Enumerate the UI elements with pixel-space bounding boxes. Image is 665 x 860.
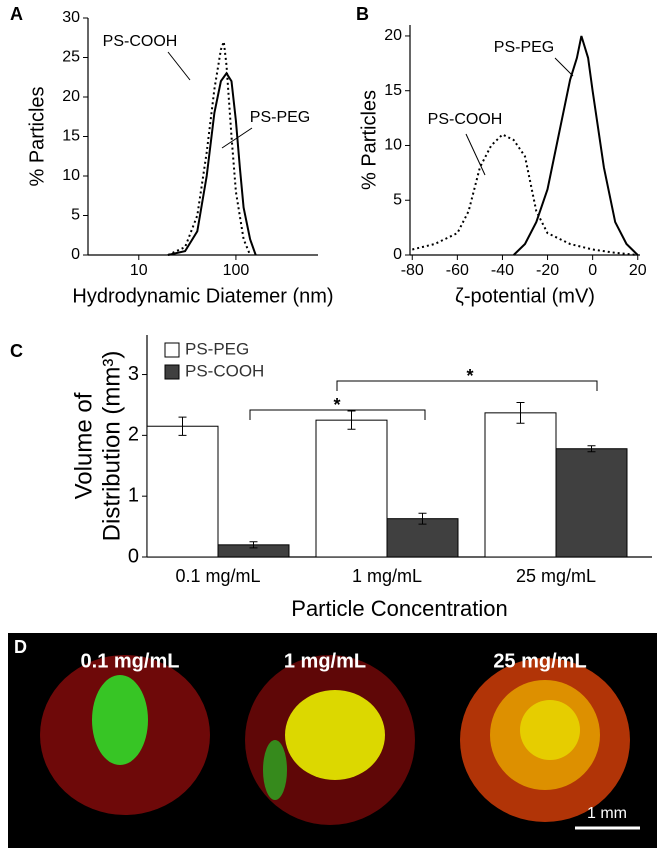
x-tick-label: 10 [130, 262, 148, 279]
y-tick-label: 2 [128, 424, 139, 446]
annotation: PS-PEG [250, 109, 310, 126]
y-tick-label: 5 [393, 191, 402, 208]
bar [146, 425, 219, 558]
scale-bar-label: 1 mm [587, 805, 627, 822]
annotation: PS-PEG [494, 39, 554, 56]
line-series [412, 133, 638, 256]
error-bar [249, 541, 258, 549]
image-label: 1 mg/mL [284, 650, 366, 672]
y-tick-label: 0 [71, 246, 80, 263]
y-tick-label: 0 [128, 545, 139, 567]
y-tick-label: 5 [71, 207, 80, 224]
x-tick-label: -60 [446, 262, 469, 279]
legend-label: PS-PEG [185, 339, 249, 358]
y-tick-label: 20 [62, 88, 80, 105]
panel-letter: A [10, 4, 23, 24]
x-axis-label: Particle Concentration [291, 596, 507, 621]
y-axis-label: Distribution (mm³) [98, 351, 125, 542]
y-tick-label: 1 [128, 484, 139, 506]
error-bar [587, 445, 596, 453]
panel-letter: B [356, 4, 369, 24]
line-series [167, 71, 257, 256]
y-tick-label: 0 [393, 246, 402, 263]
y-tick-label: 3 [128, 363, 139, 385]
bar [315, 419, 388, 558]
y-tick-label: 20 [384, 27, 402, 44]
error-bar [516, 402, 525, 424]
annotation-arrow [167, 51, 191, 81]
image-label: 0.1 mg/mL [81, 650, 180, 672]
panel-letter: D [14, 637, 27, 657]
significance-label: * [333, 395, 340, 415]
line-series [513, 35, 639, 256]
x-tick-label: 20 [629, 262, 647, 279]
x-axis-label: Hydrodynamic Diatemer (nm) [72, 285, 333, 307]
significance-bracket [336, 380, 598, 391]
x-tick-label: -20 [536, 262, 559, 279]
legend-swatch [164, 342, 180, 358]
legend-label: PS-COOH [185, 361, 264, 380]
x-tick-label: -40 [491, 262, 514, 279]
annotation: PS-COOH [103, 33, 178, 50]
image-label: 25 mg/mL [493, 650, 586, 672]
significance-label: * [466, 366, 473, 386]
y-axis-label: Volume of [70, 392, 97, 499]
error-bar [178, 416, 187, 436]
y-tick-label: 10 [62, 167, 80, 184]
x-axis-label: ζ-potential (mV) [455, 285, 595, 307]
bar [555, 448, 628, 558]
y-axis-label: % Particles [26, 86, 48, 186]
x-tick-label: 25 mg/mL [516, 566, 596, 586]
annotation: PS-COOH [428, 111, 503, 128]
x-tick-label: -80 [401, 262, 424, 279]
annotation-arrow [554, 57, 574, 77]
error-bar [347, 410, 356, 430]
annotation-arrow [221, 127, 253, 149]
x-tick-label: 0.1 mg/mL [175, 566, 260, 586]
panel-letter: C [10, 341, 23, 361]
bar [484, 412, 557, 558]
y-tick-label: 30 [62, 9, 80, 26]
x-tick-label: 0 [588, 262, 597, 279]
legend-swatch [164, 364, 180, 380]
y-tick-label: 15 [62, 128, 80, 145]
y-tick-label: 10 [384, 137, 402, 154]
annotation-arrow [465, 133, 486, 176]
tissue-images [40, 655, 630, 825]
y-tick-label: 15 [384, 82, 402, 99]
y-axis-label: % Particles [358, 90, 380, 190]
error-bar [418, 512, 427, 525]
y-tick-label: 25 [62, 49, 80, 66]
x-tick-label: 100 [223, 262, 250, 279]
bar [386, 518, 459, 558]
significance-bracket [249, 409, 426, 420]
x-tick-label: 1 mg/mL [352, 566, 422, 586]
